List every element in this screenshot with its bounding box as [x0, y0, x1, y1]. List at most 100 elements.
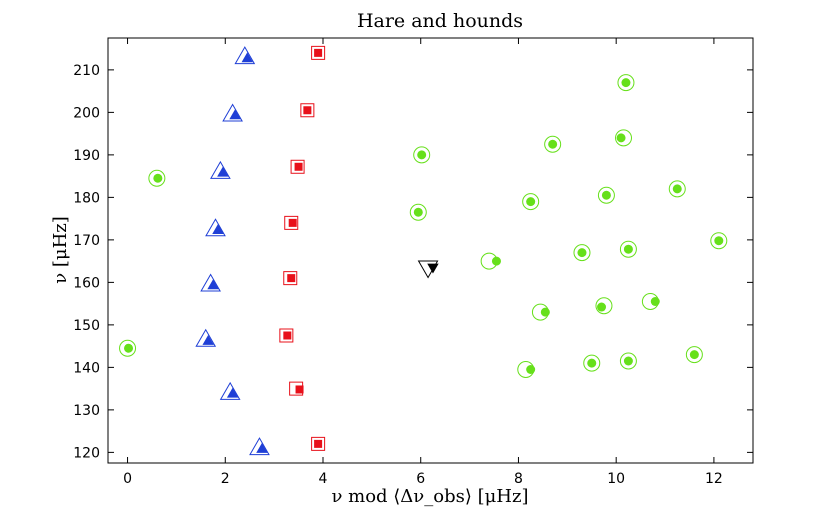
- model-square-marker: [311, 436, 326, 451]
- chart-title: Hare and hounds: [357, 10, 523, 32]
- observed-square-marker: [303, 106, 312, 115]
- model-circle-marker: [710, 232, 728, 250]
- observed-triangle-marker: [217, 166, 229, 177]
- model-circle-marker: [119, 339, 137, 357]
- square-point: [290, 159, 305, 174]
- model-square-marker: [283, 271, 298, 286]
- observed-triangle-marker: [202, 335, 214, 345]
- observed-circle-marker: [124, 343, 134, 353]
- circle-point: [544, 135, 562, 153]
- circle-point: [409, 203, 427, 221]
- y-tick-label: 120: [73, 445, 100, 461]
- model-square-marker: [300, 103, 315, 118]
- observed-circle-marker: [616, 133, 626, 143]
- model-circle-marker: [583, 354, 601, 372]
- circle-point: [597, 186, 615, 204]
- x-tick-label: 4: [319, 471, 328, 487]
- model-triangle-marker: [205, 218, 226, 237]
- observed-square-marker: [314, 439, 323, 448]
- model-circle-marker: [617, 74, 635, 92]
- model-circle-marker: [148, 169, 166, 187]
- model-circle-marker: [615, 129, 633, 147]
- square-point: [300, 103, 315, 118]
- model-circle-marker: [619, 240, 637, 258]
- model-triangle-marker: [195, 328, 217, 347]
- observed-circle-marker: [597, 302, 607, 312]
- y-tick-label: 210: [73, 63, 100, 79]
- square-point: [283, 271, 298, 286]
- y-axis-label: ν [μHz]: [50, 216, 71, 284]
- observed-triangle-down-marker: [427, 263, 439, 274]
- triangle-point: [234, 46, 256, 65]
- model-circle-marker: [544, 135, 562, 153]
- x-axis-label: ν mod ⟨Δν_obs⟩ [μHz]: [331, 486, 528, 507]
- triangle-point: [195, 328, 217, 347]
- triangle-point: [210, 160, 231, 179]
- model-triangle-marker: [234, 46, 256, 65]
- y-tick-label: 190: [73, 148, 100, 164]
- square-point: [284, 215, 299, 230]
- observed-circle-marker: [587, 358, 597, 368]
- observed-circle-marker: [601, 190, 611, 200]
- model-triangle-marker: [210, 160, 231, 179]
- observed-circle-marker: [153, 173, 163, 183]
- model-triangle-marker: [222, 103, 243, 122]
- observed-circle-marker: [548, 139, 558, 149]
- plot-marks: [119, 45, 728, 456]
- observed-circle-marker: [526, 197, 536, 207]
- model-circle-marker: [668, 180, 686, 198]
- y-tick-label: 170: [73, 233, 100, 249]
- circle-point: [595, 297, 613, 315]
- model-circle-marker: [685, 346, 703, 364]
- observed-circle-marker: [417, 150, 427, 160]
- triangle-point: [249, 437, 270, 456]
- observed-triangle-marker: [256, 442, 268, 453]
- observed-triangle-marker: [229, 109, 241, 120]
- observed-circle-marker: [689, 350, 699, 360]
- observed-triangle-marker: [241, 52, 253, 63]
- y-tick-label: 150: [73, 318, 100, 334]
- x-tick-label: 6: [416, 471, 425, 487]
- triangle-point: [219, 381, 241, 400]
- model-circle-marker: [595, 297, 613, 315]
- y-tick-label: 160: [73, 275, 100, 291]
- triangle-point: [200, 273, 221, 292]
- observed-circle-marker: [540, 307, 550, 317]
- observed-circle-marker: [577, 248, 587, 258]
- x-tick-label: 10: [607, 471, 625, 487]
- axis-ticks: 0 2 4 6 8 10 12 120 130 140 150 160 170 180 190 200 210: [73, 38, 753, 487]
- model-square-marker: [311, 45, 326, 60]
- circle-point: [119, 339, 137, 357]
- triangle-point: [222, 103, 243, 122]
- model-triangle-marker: [249, 437, 270, 456]
- circle-point: [480, 252, 501, 270]
- circle-point: [522, 193, 540, 211]
- x-tick-label: 12: [705, 471, 723, 487]
- observed-square-marker: [283, 331, 292, 340]
- observed-square-marker: [314, 48, 323, 57]
- model-square-marker: [290, 159, 305, 174]
- observed-circle-marker: [621, 78, 631, 88]
- observed-triangle-marker: [207, 279, 219, 290]
- model-circle-marker: [522, 193, 540, 211]
- observed-square-marker: [294, 162, 303, 171]
- x-tick-label: 8: [514, 471, 523, 487]
- observed-circle-marker: [526, 365, 536, 374]
- circle-point: [641, 293, 660, 310]
- square-point: [311, 436, 326, 451]
- circle-point: [617, 74, 635, 92]
- circle-point: [615, 129, 633, 147]
- observed-circle-marker: [413, 207, 423, 217]
- model-triangle-marker: [219, 381, 241, 400]
- model-square-marker: [279, 328, 294, 343]
- observed-circle-marker: [650, 297, 660, 306]
- y-tick-label: 180: [73, 190, 100, 206]
- y-tick-label: 130: [73, 403, 100, 419]
- square-point: [289, 381, 304, 396]
- model-circle-marker: [413, 146, 431, 164]
- plot-frame: [107, 37, 754, 464]
- observed-triangle-marker: [226, 387, 239, 398]
- model-triangle-marker: [200, 273, 221, 292]
- observed-square-marker: [287, 274, 296, 283]
